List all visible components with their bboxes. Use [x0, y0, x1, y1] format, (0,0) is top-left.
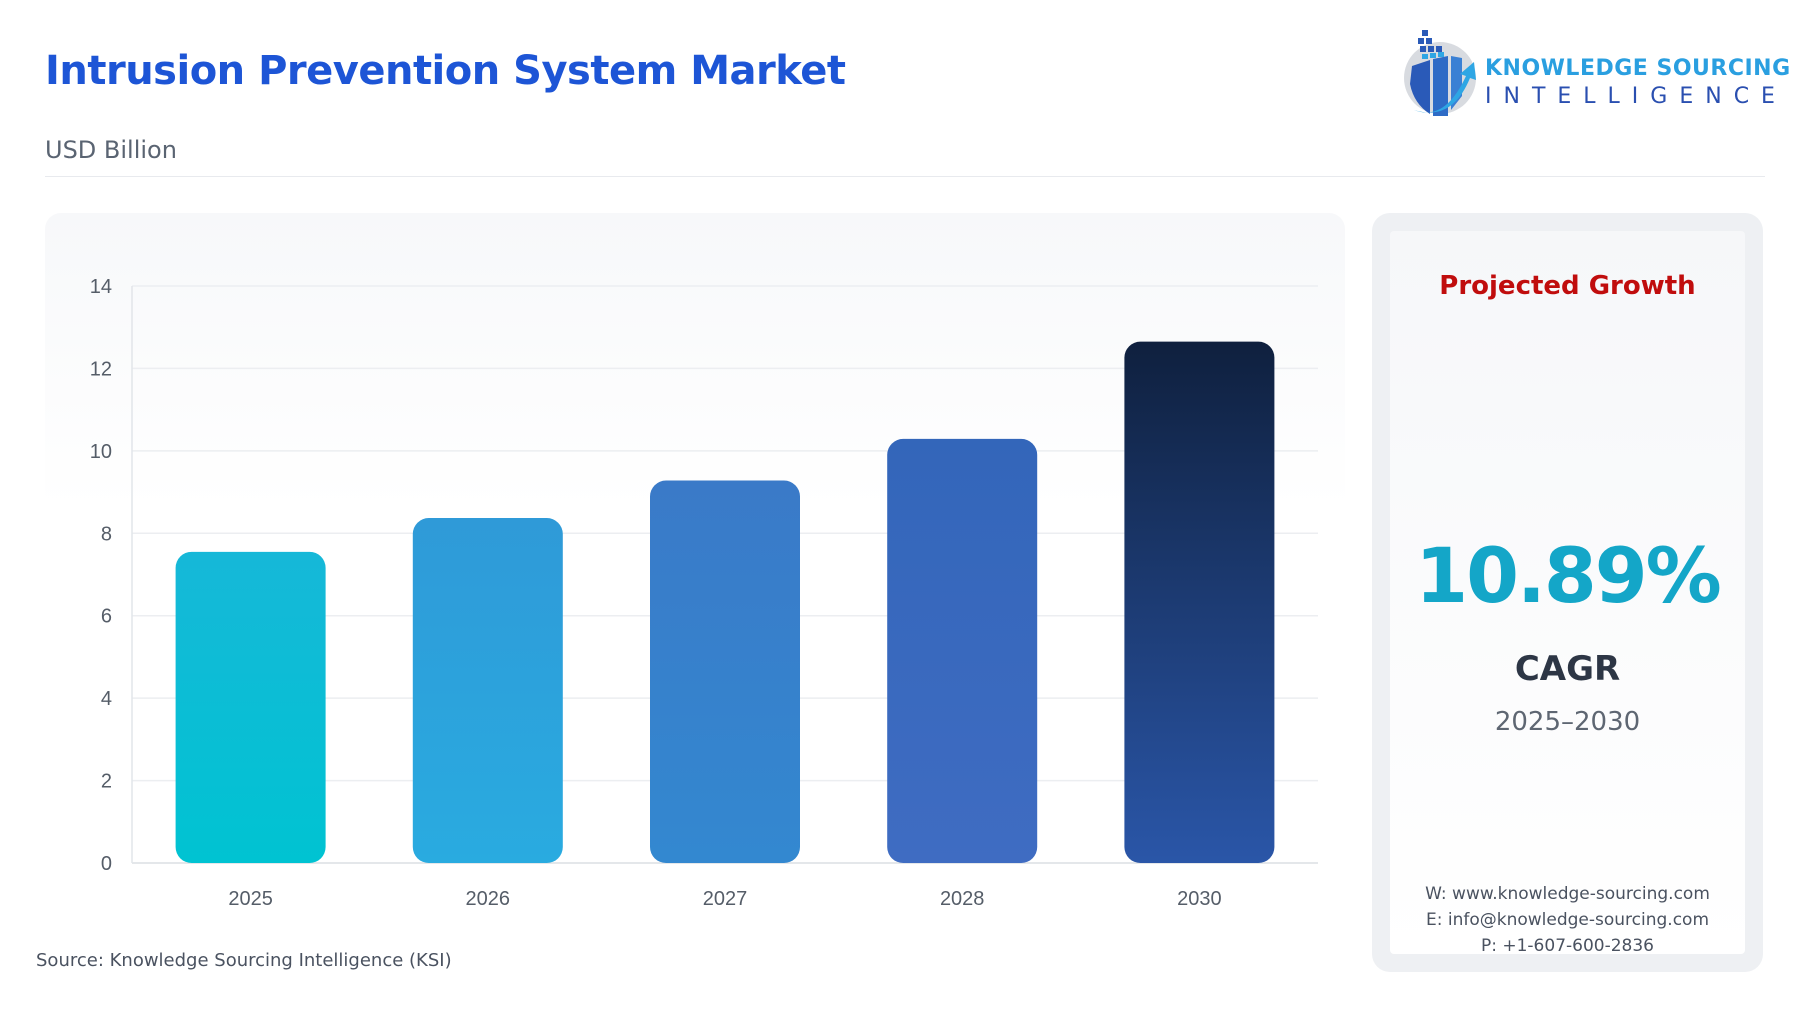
- x-tick-label: 2025: [228, 888, 273, 910]
- y-tick-label: 4: [101, 688, 112, 710]
- y-tick-label: 14: [90, 276, 112, 298]
- unit-subtitle: USD Billion: [45, 136, 177, 164]
- cagr-value: 10.89%: [1415, 531, 1722, 620]
- projected-growth-heading: Projected Growth: [1439, 271, 1696, 301]
- bar-2027: [650, 480, 800, 863]
- y-tick-label: 12: [90, 358, 112, 380]
- logo-mark-icon: [1404, 30, 1476, 116]
- bar-2030: [1124, 341, 1275, 863]
- bar-chart: 0 2 4 6 8 10 12 14 2025 2026 2027 2028 2030: [90, 276, 1318, 910]
- bar-2028: [887, 438, 1038, 863]
- logo-text-line2: INTELLIGENCE: [1485, 84, 1787, 109]
- logo-text-line1: KNOWLEDGE SOURCING: [1485, 56, 1791, 81]
- growth-panel: Projected Growth 10.89% CAGR 2025–2030 W…: [1372, 213, 1763, 972]
- phone: P: +1-607-600-2836: [1480, 936, 1654, 956]
- x-tick-label: 2026: [466, 888, 511, 910]
- y-tick-label: 10: [90, 441, 112, 463]
- page-title: Intrusion Prevention System Market: [45, 48, 846, 94]
- website[interactable]: W: www.knowledge-sourcing.com: [1425, 884, 1710, 904]
- source-note: Source: Knowledge Sourcing Intelligence …: [36, 950, 452, 971]
- divider: [45, 176, 1765, 177]
- y-tick-label: 8: [101, 523, 112, 545]
- cagr-label: CAGR: [1514, 649, 1621, 689]
- contact-info: W: www.knowledge-sourcing.com E: info@kn…: [1390, 881, 1745, 959]
- y-tick-label: 6: [101, 606, 112, 628]
- bar-2026: [412, 518, 563, 863]
- bar-2025: [175, 551, 326, 863]
- ksi-logo: KNOWLEDGE SOURCING INTELLIGENCE: [1400, 26, 1790, 121]
- y-tick-label: 2: [101, 771, 112, 793]
- y-tick-label: 0: [101, 853, 112, 875]
- x-tick-label: 2030: [1177, 888, 1222, 910]
- x-tick-label: 2028: [940, 888, 985, 910]
- cagr-period: 2025–2030: [1494, 707, 1641, 737]
- x-tick-label: 2027: [703, 888, 748, 910]
- email[interactable]: E: info@knowledge-sourcing.com: [1425, 910, 1710, 930]
- chart-card: 0 2 4 6 8 10 12 14 2025 2026 2027 2028 2030: [45, 213, 1345, 953]
